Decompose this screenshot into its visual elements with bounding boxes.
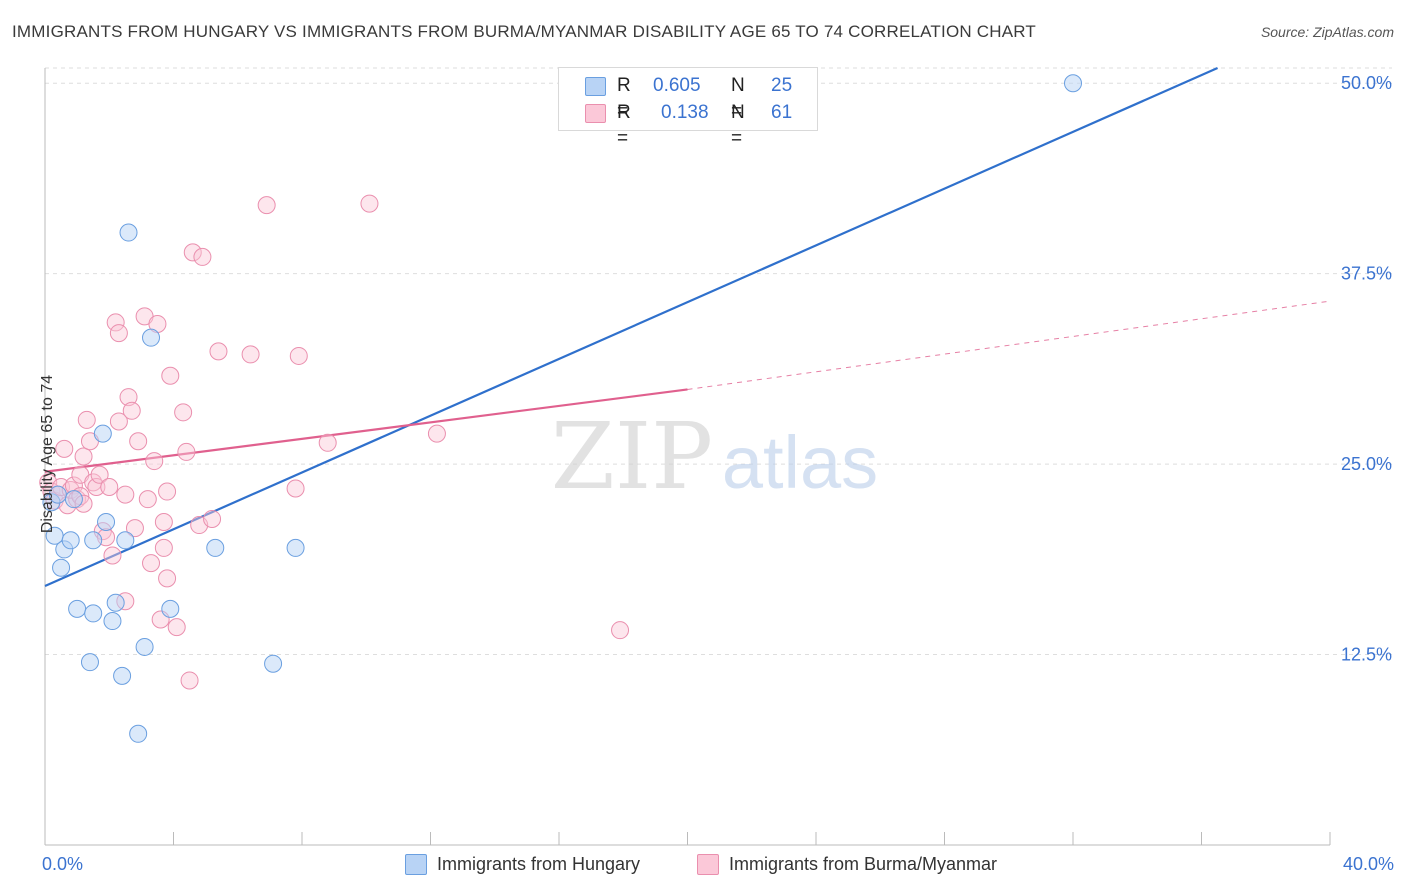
point-burma <box>129 432 148 451</box>
point-hungary <box>97 513 116 532</box>
bottom-legend-swatch-burma <box>697 854 719 875</box>
point-burma <box>203 509 222 528</box>
point-hungary <box>80 653 99 672</box>
point-hungary <box>142 328 161 347</box>
point-burma <box>116 485 135 504</box>
point-hungary <box>64 490 83 509</box>
point-burma <box>90 465 109 484</box>
point-hungary <box>93 424 112 443</box>
point-burma <box>109 412 128 431</box>
point-hungary <box>264 654 283 673</box>
point-burma <box>55 439 74 458</box>
axes <box>44 68 1331 846</box>
point-burma <box>100 477 119 496</box>
point-hungary <box>61 531 80 550</box>
point-hungary <box>119 223 138 242</box>
data-points <box>39 74 1082 743</box>
point-burma <box>180 671 199 690</box>
point-burma <box>125 519 144 538</box>
point-burma <box>209 342 228 361</box>
trend-line-burma-extension <box>687 300 1331 390</box>
point-burma <box>167 618 186 637</box>
point-burma <box>106 313 125 332</box>
y-axis-label: Disability Age 65 to 74 <box>39 374 56 534</box>
point-burma <box>74 447 93 466</box>
point-burma <box>138 490 157 509</box>
point-burma <box>360 194 379 213</box>
point-hungary <box>161 599 180 618</box>
point-burma <box>177 442 196 461</box>
point-hungary <box>1064 74 1082 93</box>
watermark: ZIP atlas <box>551 403 878 510</box>
point-hungary <box>113 666 132 685</box>
point-burma <box>158 569 177 588</box>
x-tick-label-max: 40.0% <box>1343 854 1394 874</box>
point-hungary <box>206 538 225 557</box>
point-burma <box>286 479 305 498</box>
source-credit: Source: ZipAtlas.com <box>1260 24 1394 40</box>
bottom-legend-label-hungary: Immigrants from Hungary <box>437 854 641 874</box>
point-hungary <box>103 612 122 631</box>
y-tick-label: 12.5% <box>1341 645 1392 665</box>
legend-n-label: N = <box>731 102 745 149</box>
trend-line-hungary <box>44 66 1219 588</box>
point-burma <box>154 538 173 557</box>
y-tick-label: 50.0% <box>1341 73 1392 93</box>
tick-labels: 12.5% 25.0% 37.5% 50.0% 0.0% 40.0% <box>42 73 1394 874</box>
point-hungary <box>286 538 305 557</box>
legend-r-value: 0.138 <box>661 102 709 123</box>
point-hungary <box>52 558 71 577</box>
watermark-zip: ZIP <box>551 403 713 510</box>
point-hungary <box>116 531 135 550</box>
bottom-legend-swatch-hungary <box>405 854 427 875</box>
legend-swatch-hungary <box>585 77 606 96</box>
point-burma <box>427 424 446 443</box>
point-hungary <box>84 531 103 550</box>
point-burma <box>257 196 276 215</box>
legend-r-value: 0.605 <box>653 75 701 96</box>
point-hungary <box>106 593 125 612</box>
point-hungary <box>68 599 87 618</box>
point-burma <box>119 388 138 407</box>
point-hungary <box>135 637 154 656</box>
point-burma <box>154 513 173 532</box>
point-burma <box>161 366 180 385</box>
legend-n-label: N = <box>731 75 745 122</box>
point-burma <box>109 324 128 343</box>
point-burma <box>193 247 212 266</box>
point-burma <box>289 346 308 365</box>
point-burma <box>103 546 122 565</box>
y-tick-label: 25.0% <box>1341 454 1392 474</box>
x-tick-label-min: 0.0% <box>42 854 83 874</box>
point-burma <box>145 452 164 471</box>
legend-n-value: 61 <box>771 102 793 123</box>
point-hungary <box>84 604 103 623</box>
point-hungary <box>129 724 148 743</box>
point-burma <box>87 477 106 496</box>
point-burma <box>77 410 96 429</box>
chart-title: IMMIGRANTS FROM HUNGARY VS IMMIGRANTS FR… <box>12 22 1037 41</box>
legend: R = 0.605 N = 25 R = 0.138 N = 61 <box>558 67 818 149</box>
y-tick-label: 37.5% <box>1341 264 1392 284</box>
point-burma <box>174 403 193 422</box>
legend-n-value: 25 <box>771 75 793 96</box>
point-burma <box>183 243 202 262</box>
legend-swatch-burma <box>585 104 606 123</box>
point-burma <box>241 345 260 364</box>
point-burma <box>122 401 141 420</box>
trend-lines <box>44 66 1331 588</box>
legend-r-label: R = <box>617 102 631 149</box>
watermark-atlas: atlas <box>722 421 878 504</box>
bottom-legend-label-burma: Immigrants from Burma/Myanmar <box>729 854 998 874</box>
point-burma <box>318 433 337 452</box>
point-burma <box>158 482 177 501</box>
point-burma <box>142 554 161 573</box>
point-burma <box>611 621 630 640</box>
trend-line-burma <box>44 388 688 473</box>
legend-r-label: R = <box>617 75 631 122</box>
